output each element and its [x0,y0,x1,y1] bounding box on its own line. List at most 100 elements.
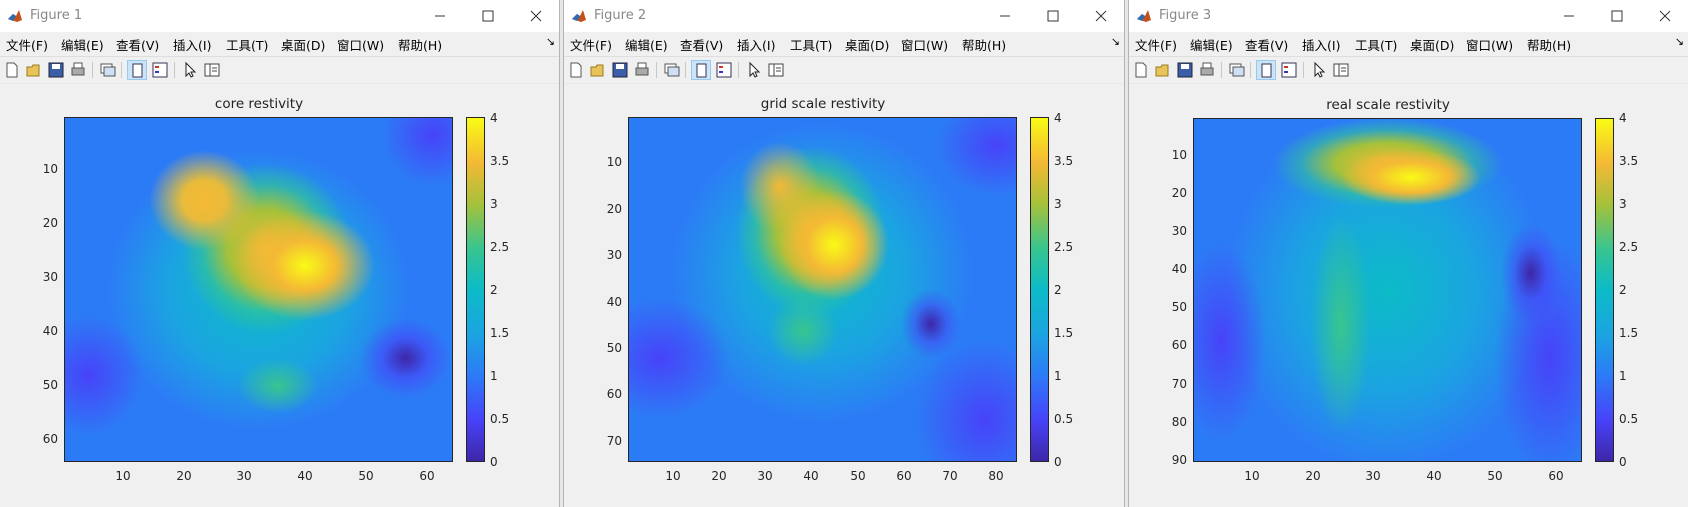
menu-file[interactable]: 文件(F) [1135,38,1177,53]
title-bar[interactable]: Figure 2 [564,0,1124,32]
menu-desktop[interactable]: 桌面(D) [281,38,326,53]
x-tick-label: 30 [757,469,772,483]
new-figure-icon[interactable] [2,60,22,80]
minimize-button[interactable] [1552,4,1586,28]
legend-icon[interactable] [1279,60,1299,80]
menu-tools[interactable]: 工具(T) [790,38,833,53]
menu-desktop[interactable]: 桌面(D) [845,38,890,53]
menu-insert[interactable]: 插入(I) [1302,38,1341,53]
x-tick-label: 20 [1305,469,1320,483]
new-figure-icon[interactable] [1131,60,1151,80]
close-button[interactable] [519,4,553,28]
y-tick-label: 60 [607,387,622,401]
y-tick-label: 20 [607,202,622,216]
axes-ticks: 10 20 30 40 50 60 70 80 10 20 30 40 50 6… [607,111,1073,483]
y-tick-label: 90 [1172,453,1187,467]
minimize-button[interactable] [423,4,457,28]
menu-edit[interactable]: 编辑(E) [1190,38,1233,53]
figure-toolbar [564,56,1124,84]
chevron-double-icon[interactable]: ↘ [1110,35,1120,48]
y-tick-label: 10 [1172,148,1187,162]
chevron-double-icon[interactable]: ↘ [545,35,555,48]
matlab-icon [572,10,586,22]
menu-insert[interactable]: 插入(I) [737,38,776,53]
colorbar[interactable] [466,117,485,462]
open-file-icon[interactable] [1153,60,1173,80]
pointer-icon[interactable] [180,60,200,80]
heatmap-image[interactable] [64,117,453,462]
menu-help[interactable]: 帮助(H) [1527,38,1572,53]
menu-bar: 文件(F) 编辑(E) 查看(V) 插入(I) 工具(T) 桌面(D) 窗口(W… [1129,32,1688,54]
colorbar-tick-label: 3.5 [1619,154,1638,168]
title-bar[interactable]: Figure 1 [0,0,559,32]
property-inspector-icon[interactable] [202,60,222,80]
menu-tools[interactable]: 工具(T) [226,38,269,53]
menu-edit[interactable]: 编辑(E) [61,38,104,53]
property-inspector-icon[interactable] [1331,60,1351,80]
save-icon[interactable] [1175,60,1195,80]
open-file-icon[interactable] [24,60,44,80]
heatmap-image[interactable] [1193,118,1582,462]
link-plot-icon[interactable] [98,60,118,80]
maximize-button[interactable] [471,4,505,28]
menu-window[interactable]: 窗口(W) [901,38,949,53]
x-tick-label: 60 [896,469,911,483]
dock-icon[interactable] [1256,60,1276,80]
colorbar-tick-label: 4 [1619,111,1627,125]
maximize-button[interactable] [1600,4,1634,28]
menu-view[interactable]: 查看(V) [116,38,160,53]
y-tick-label: 40 [1172,262,1187,276]
dock-icon[interactable] [127,60,147,80]
colorbar-tick-label: 1 [1619,369,1627,383]
colorbar-tick-label: 2 [490,283,498,297]
menu-help[interactable]: 帮助(H) [962,38,1007,53]
x-tick-label: 20 [176,469,191,483]
menu-insert[interactable]: 插入(I) [173,38,212,53]
minimize-button[interactable] [988,4,1022,28]
chevron-double-icon[interactable]: ↘ [1674,35,1684,48]
x-tick-label: 80 [988,469,1003,483]
y-tick-label: 60 [43,432,58,446]
menu-desktop[interactable]: 桌面(D) [1410,38,1455,53]
menu-view[interactable]: 查看(V) [680,38,724,53]
property-inspector-icon[interactable] [766,60,786,80]
print-icon[interactable] [1197,60,1217,80]
colorbar[interactable] [1595,118,1614,462]
print-icon[interactable] [632,60,652,80]
pointer-icon[interactable] [744,60,764,80]
pointer-icon[interactable] [1309,60,1329,80]
dock-icon[interactable] [691,60,711,80]
link-plot-icon[interactable] [1227,60,1247,80]
y-tick-label: 60 [1172,338,1187,352]
heatmap-image[interactable] [628,117,1017,462]
save-icon[interactable] [610,60,630,80]
open-file-icon[interactable] [588,60,608,80]
maximize-button[interactable] [1036,4,1070,28]
menu-edit[interactable]: 编辑(E) [625,38,668,53]
close-button[interactable] [1084,4,1118,28]
legend-icon[interactable] [714,60,734,80]
close-button[interactable] [1648,4,1682,28]
axes-ticks: 10 20 30 40 50 60 10 20 30 40 50 60 0 0.… [43,111,509,483]
y-tick-label: 70 [1172,377,1187,391]
save-icon[interactable] [46,60,66,80]
new-figure-icon[interactable] [566,60,586,80]
title-bar[interactable]: Figure 3 [1129,0,1688,32]
figure-toolbar [0,56,559,84]
toolbar-separator [656,62,657,78]
menu-window[interactable]: 窗口(W) [337,38,385,53]
axes-ticks: 10 20 30 40 50 60 10 20 30 40 50 60 70 8… [1172,111,1638,483]
link-plot-icon[interactable] [662,60,682,80]
y-tick-label: 50 [43,378,58,392]
menu-tools[interactable]: 工具(T) [1355,38,1398,53]
x-tick-label: 70 [942,469,957,483]
menu-view[interactable]: 查看(V) [1245,38,1289,53]
y-tick-label: 30 [43,270,58,284]
colorbar[interactable] [1030,117,1049,462]
print-icon[interactable] [68,60,88,80]
menu-help[interactable]: 帮助(H) [398,38,443,53]
legend-icon[interactable] [150,60,170,80]
menu-window[interactable]: 窗口(W) [1466,38,1514,53]
menu-file[interactable]: 文件(F) [6,38,48,53]
menu-file[interactable]: 文件(F) [570,38,612,53]
